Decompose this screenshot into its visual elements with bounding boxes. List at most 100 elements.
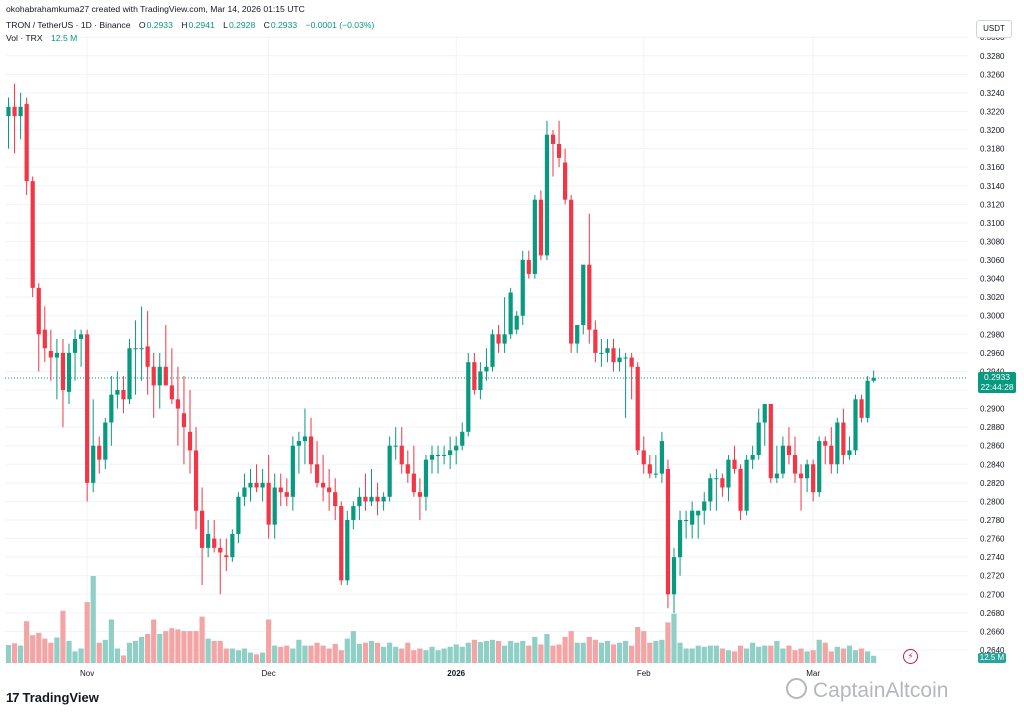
volume-bar [556,644,562,663]
candles [6,83,876,613]
volume-label[interactable]: Vol · TRX [6,33,43,43]
candle-body [60,352,66,391]
volume-bar [477,642,483,663]
volume-bar [120,655,127,663]
price-tick-label: 0.2740 [980,553,1005,562]
volume-bar [695,645,701,663]
volume-bar [580,642,586,663]
candle-body [871,377,876,381]
volume-bar [471,639,477,663]
candle-body [115,390,120,395]
candle-body [193,450,199,511]
price-tick-label: 0.2780 [980,516,1005,525]
volume-bar [544,634,550,663]
price-tick-label: 0.2940 [980,367,1005,376]
candle-body [538,199,543,256]
price-tick-label: 0.2640 [980,646,1005,655]
candle-body [623,357,628,359]
candle-body [411,473,416,493]
volume-bar [374,642,381,663]
candle-body [121,390,126,400]
price-tick-label: 0.2960 [980,349,1005,358]
price-tick-label: 0.3240 [980,89,1005,98]
volume-bar [241,648,248,663]
volume-bar [211,640,217,663]
candle-body [363,496,368,502]
volume-bar [828,651,834,663]
time-tick-label: Dec [262,669,276,678]
candle-body [829,445,834,465]
candle-body [284,492,289,497]
candle-body [768,403,773,479]
candle-body [163,366,168,386]
volume-bar [629,645,635,663]
candle-body [417,492,422,497]
volume-bar [598,642,604,663]
time-axis[interactable]: Nov Dec 2026 Feb Mar [80,669,820,678]
candle-body [569,199,574,344]
close-label: C [263,20,270,30]
candle-body [677,520,683,558]
volume-bar [786,645,792,663]
candle-body [696,510,701,516]
volume-bar [834,646,840,663]
price-tick-label: 0.2860 [980,442,1005,451]
volume-bar [253,654,260,663]
volume-bar [151,619,157,663]
volume-bar [260,652,266,663]
candle-body [48,351,53,358]
price-tick-label: 0.2980 [980,330,1005,339]
close-value: 0.2933 [270,20,298,30]
candle-body [635,366,640,451]
open-label: O [138,20,146,30]
candle-body [103,422,108,460]
candle-body [587,264,592,330]
candle-body [357,496,362,507]
volume-bar [574,642,580,663]
candle-body [520,260,525,316]
volume-bar [96,642,102,663]
candle-body [514,315,519,330]
candle-body [472,362,477,391]
price-tick-label: 0.3220 [980,107,1005,116]
currency-button[interactable]: USDT [976,20,1012,38]
candle-body [659,441,664,474]
candle-body [478,371,483,391]
candle-body [460,431,465,446]
time-tick-label: Nov [80,669,94,678]
volume-bar [102,639,108,663]
volume-bar [350,631,356,663]
volume-bar [266,619,272,663]
volume-bar [417,648,423,663]
candle-body [266,482,271,525]
tradingview-logo[interactable]: 17 TradingView [6,690,99,705]
candle-body [393,445,398,447]
price-tick-label: 0.2880 [980,423,1005,432]
candle-body [786,445,792,456]
volume-bar [229,648,235,663]
volume-bar [592,639,598,663]
candle-body [175,399,180,409]
volume-bar [441,648,447,663]
price-axis[interactable]: 0.2640 0.2660 0.2680 0.2700 0.2720 0.2740 0.27… [980,33,1005,655]
price-tick-label: 0.3100 [980,219,1005,228]
candle-body [381,496,386,502]
price-tick-label: 0.3060 [980,256,1005,265]
alert-icon[interactable]: ⚡ [903,649,918,664]
symbol-title[interactable]: TRON / TetherUS · 1D · Binance [6,20,131,30]
volume-bar [453,644,459,663]
volume-bar [762,645,768,663]
candle-body [375,496,380,502]
volume-bar [568,631,574,663]
volume-bar [508,640,514,663]
tradingview-mark-icon: 17 [6,690,20,705]
volume-bar [465,642,471,663]
volume-bar [483,640,490,663]
price-tick-label: 0.3080 [980,237,1005,246]
price-tick-label: 0.3180 [980,145,1005,154]
candle-body [79,334,84,339]
candle-body [42,329,47,349]
volume-bar [429,646,435,663]
